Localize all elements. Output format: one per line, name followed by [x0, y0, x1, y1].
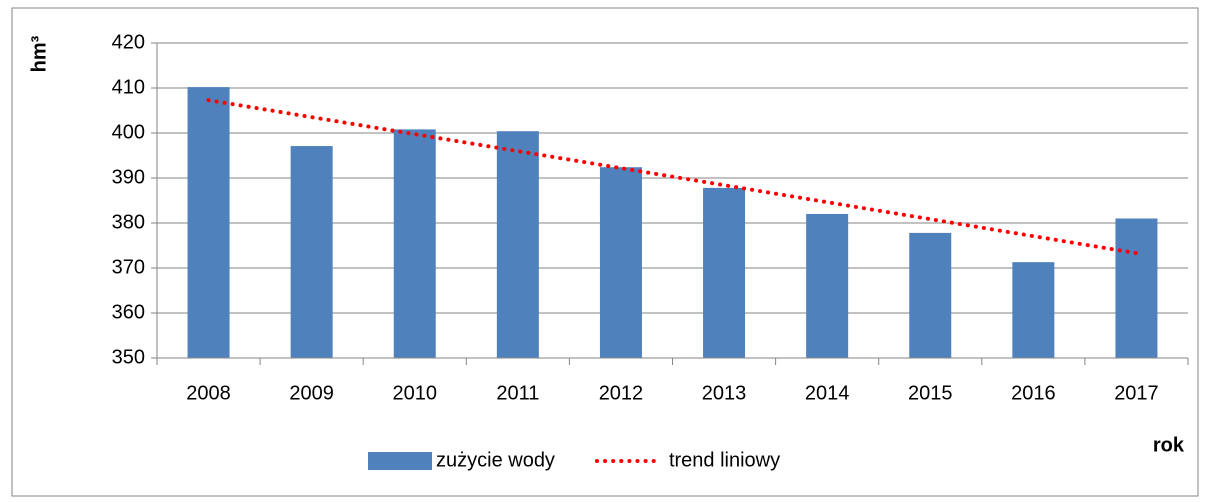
bar [703, 187, 746, 358]
legend-swatch [368, 452, 432, 470]
x-tick-label: 2013 [702, 382, 747, 404]
bar [909, 232, 952, 358]
y-tick-label: 420 [112, 31, 145, 53]
y-tick-label: 390 [112, 166, 145, 188]
bar [393, 129, 436, 358]
x-tick-label: 2010 [393, 382, 438, 404]
y-tick-label: 350 [112, 346, 145, 368]
y-tick-label: 380 [112, 211, 145, 233]
legend-label: zużycie wody [436, 449, 555, 471]
bar [1115, 218, 1158, 358]
trend-line [206, 98, 1139, 256]
x-tick-label: 2011 [496, 382, 539, 404]
y-tick-label: 410 [112, 76, 145, 98]
legend-label: trend liniowy [669, 449, 780, 471]
x-tick-label: 2015 [908, 382, 953, 404]
x-tick-label: 2009 [289, 382, 334, 404]
bar [1012, 262, 1055, 358]
y-axis-label: hm³ [28, 35, 50, 72]
bar [806, 214, 849, 358]
bar [187, 87, 230, 358]
bar [496, 131, 539, 358]
y-tick-label: 360 [112, 301, 145, 323]
y-tick-label: 400 [112, 121, 145, 143]
x-tick-label: 2016 [1011, 382, 1056, 404]
y-tick-label: 370 [112, 256, 145, 278]
x-tick-label: 2014 [805, 382, 850, 404]
bar [290, 146, 333, 358]
x-tick-label: 2017 [1114, 382, 1159, 404]
bar [599, 167, 642, 358]
x-tick-label: 2012 [599, 382, 644, 404]
x-axis-label: rok [1153, 434, 1185, 456]
x-tick-label: 2008 [186, 382, 231, 404]
